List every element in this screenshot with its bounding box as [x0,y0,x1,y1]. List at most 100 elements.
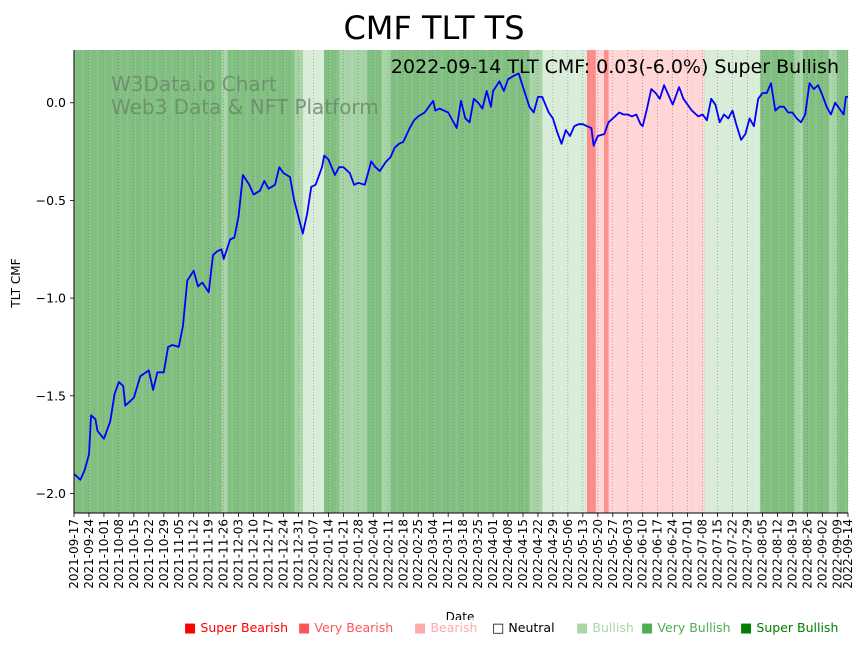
band-texture-stripe [703,50,705,513]
band-texture-stripe [538,50,540,513]
x-tick-label: 2022-03-04 [426,519,440,589]
legend-swatch: ■ [576,621,592,636]
band-texture-stripe [680,50,682,513]
band-texture-stripe [171,50,173,513]
x-tick-label: 2022-02-25 [411,519,425,589]
band-texture-stripe [560,50,562,513]
legend-swatch: ■ [641,621,657,636]
band-texture-stripe [650,50,652,513]
y-tick-label: −0.5 [36,193,66,208]
band-texture-stripe [695,50,697,513]
x-tick-label: 2022-01-07 [306,519,320,589]
legend-label: Bearish [430,620,477,635]
band-texture-stripe [568,50,570,513]
x-tick-label: 2022-06-24 [666,519,680,589]
band-texture-stripe [336,50,338,513]
band-texture-stripe [725,50,727,513]
x-tick-label: 2021-11-12 [187,519,201,589]
x-tick-label: 2022-08-05 [755,519,769,589]
band-texture-stripe [837,50,839,513]
legend-swatch: □ [492,621,508,636]
x-tick-label: 2022-03-11 [441,519,455,589]
band-texture-stripe [501,50,503,513]
band-texture-stripe [688,50,690,513]
band-texture-stripe [179,50,181,513]
legend-label: Very Bullish [657,620,730,635]
x-tick-label: 2022-04-01 [486,519,500,589]
band-texture-stripe [373,50,375,513]
band-texture-stripe [194,50,196,513]
band-texture-stripe [740,50,742,513]
x-tick-label: 2022-05-06 [561,519,575,589]
band-texture-stripe [254,50,256,513]
x-tick-label: 2021-12-10 [247,519,261,589]
band-texture-stripe [269,50,271,513]
x-tick-label: 2021-10-29 [157,519,171,589]
x-tick-label: 2022-07-29 [741,519,755,589]
x-tick-label: 2021-10-01 [97,519,111,589]
x-tick-label: 2021-12-31 [292,519,306,589]
x-tick-label: 2021-12-17 [262,519,276,589]
band-texture-stripe [119,50,121,513]
x-axis-label: Date [446,610,475,620]
x-tick-label: 2022-01-21 [336,519,350,589]
band-texture-stripe [164,50,166,513]
band-texture-stripe [590,50,592,513]
x-tick-label: 2022-09-14 [841,519,855,589]
x-tick-label: 2022-04-15 [516,519,530,589]
legend-item-neutral: □ Neutral [492,620,555,636]
band-texture-stripe [710,50,712,513]
regime-band-bearish [609,50,705,513]
legend-item-very-bullish: ■ Very Bullish [641,620,731,636]
band-texture-stripe [658,50,660,513]
legend-label: Very Bearish [314,620,393,635]
band-texture-stripe [96,50,98,513]
x-tick-label: 2022-05-27 [606,519,620,589]
x-tick-label: 2021-11-19 [202,519,216,589]
band-texture-stripe [493,50,495,513]
x-tick-label: 2022-04-22 [531,519,545,589]
x-tick-label: 2021-09-17 [67,519,81,589]
watermark-line-2: Web3 Data & NFT Platform [111,95,379,119]
band-texture-stripe [530,50,532,513]
x-tick-label: 2022-04-08 [501,519,515,589]
band-texture-stripe [141,50,143,513]
legend-item-super-bullish: ■ Super Bullish [740,620,838,636]
regime-band-very-bullish [74,50,222,513]
cmf-chart: W3Data.io Chart Web3 Data & NFT Platform… [0,0,867,620]
y-tick-label: −1.0 [36,291,66,306]
band-texture-stripe [807,50,809,513]
regime-band-neutral [542,50,587,513]
x-tick-label: 2022-06-03 [621,519,635,589]
band-texture-stripe [306,50,308,513]
band-texture-stripe [149,50,151,513]
band-texture-stripe [358,50,360,513]
x-tick-label: 2022-02-18 [396,519,410,589]
x-tick-label: 2022-08-12 [770,519,784,589]
y-tick-label: 0.0 [46,95,66,110]
band-texture-stripe [785,50,787,513]
band-texture-stripe [396,50,398,513]
band-texture-stripe [598,50,600,513]
band-texture-stripe [665,50,667,513]
y-tick-label: −1.5 [36,388,66,403]
legend-swatch: ■ [740,621,756,636]
legend-label: Neutral [508,620,554,635]
x-tick-label: 2021-12-24 [277,519,291,589]
band-texture-stripe [104,50,106,513]
x-tick-label: 2021-09-24 [82,519,96,589]
band-texture-stripe [81,50,83,513]
legend-item-bullish: ■ Bullish [576,620,634,636]
band-texture-stripe [583,50,585,513]
band-texture-stripe [156,50,158,513]
band-texture-stripe [523,50,525,513]
band-texture-stripe [201,50,203,513]
x-axis-ticks: 2021-09-17 2021-09-24 2021-10-01 2021-10-08… [67,513,855,589]
legend-swatch: ■ [184,621,200,636]
band-texture-stripe [508,50,510,513]
x-tick-label: 2021-10-15 [127,519,141,589]
regime-legend: ■ Super Bearish ■ Very Bearish ■ Bearish □ … [0,620,867,640]
band-texture-stripe [426,50,428,513]
band-texture-stripe [216,50,218,513]
band-texture-stripe [321,50,323,513]
